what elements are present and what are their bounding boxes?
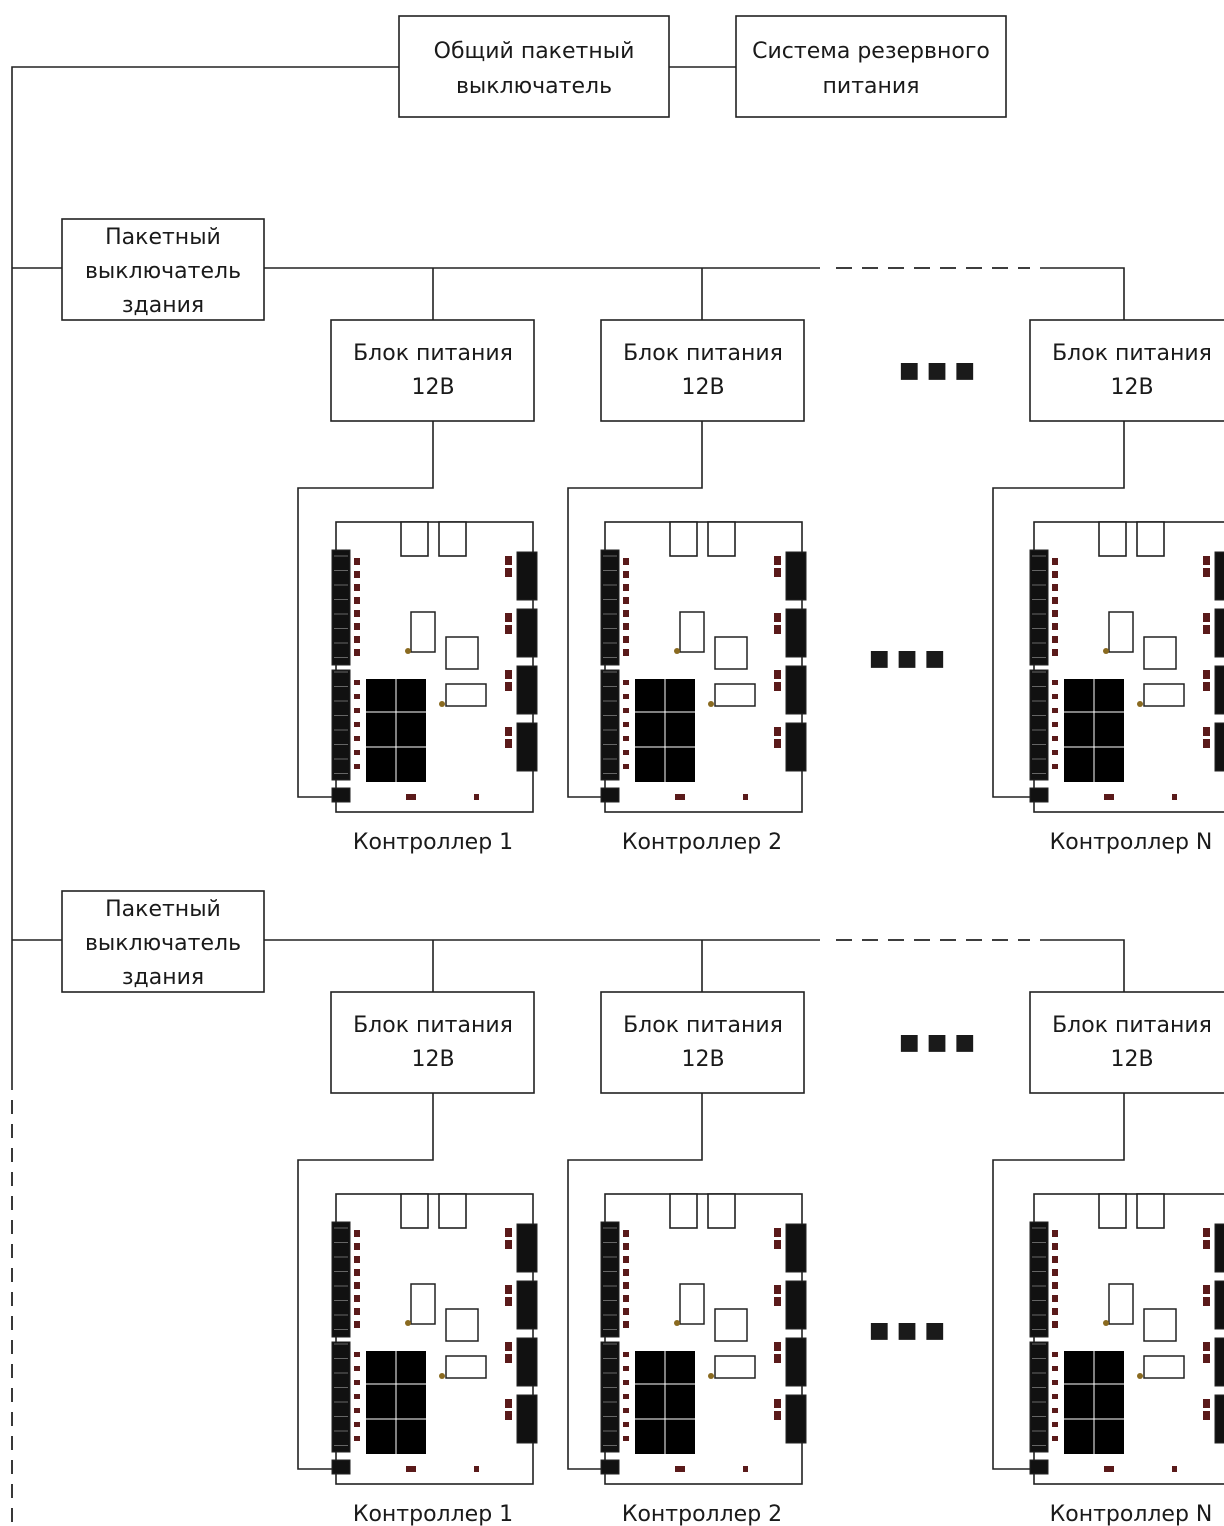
power-supply-label-line1: Блок питания	[353, 1013, 513, 1038]
psu-to-controller-wire	[567, 421, 703, 798]
controller-board-icon	[600, 521, 807, 813]
controller-label: Контроллер N	[1050, 1502, 1213, 1526]
power-supply-box: Блок питания 12В	[1029, 319, 1224, 422]
power-supply-box: Блок питания 12В	[600, 319, 805, 422]
building-bus-end	[1040, 939, 1125, 992]
controller-column-1: Блок питания 12В Контроллер 1	[297, 268, 538, 855]
main-switch-box: Общий пакетный выключатель	[398, 15, 670, 118]
building-switch-label-line2: выключатель	[85, 259, 241, 284]
building-switch-label-line1: Пакетный	[105, 897, 221, 922]
building-switch-box: Пакетный выключатель здания	[61, 218, 265, 321]
psu-to-controller-wire	[992, 1093, 1125, 1470]
backup-power-label-line2: питания	[823, 74, 920, 99]
building-switch-box: Пакетный выключатель здания	[61, 890, 265, 993]
building-row-2: Пакетный выключатель здания Блок питания 12В…	[12, 890, 1224, 1526]
psu-to-controller-wire	[297, 421, 434, 798]
building-bus-end	[1040, 267, 1125, 320]
power-supply-label-line2: 12В	[1110, 1047, 1153, 1072]
building-switch-label-line3: здания	[122, 965, 204, 990]
controller-board-icon	[600, 1193, 807, 1485]
main-switch-label-line2: выключатель	[456, 74, 612, 99]
building-switch-label-line2: выключатель	[85, 931, 241, 956]
controller-ellipsis: ■ ■ ■	[869, 1318, 945, 1343]
main-switch-label-line1: Общий пакетный	[434, 39, 635, 64]
controller-label: Контроллер 2	[622, 1502, 782, 1526]
backup-power-box: Система резервного питания	[735, 15, 1007, 118]
power-supply-box: Блок питания 12В	[330, 319, 535, 422]
controller-board-icon	[331, 1193, 538, 1485]
building-switch-label-line3: здания	[122, 293, 204, 318]
controller-ellipsis: ■ ■ ■	[869, 646, 945, 671]
controller-column-3: Блок питания 12В Контроллер N	[992, 319, 1224, 855]
controller-board-icon	[1029, 1193, 1224, 1485]
controller-label: Контроллер 2	[622, 830, 782, 855]
power-supply-box: Блок питания 12В	[330, 991, 535, 1094]
power-supply-label-line2: 12В	[411, 375, 454, 400]
building-row-1: Пакетный выключатель здания Блок питания 12В…	[12, 218, 1224, 855]
controller-column-2: Блок питания 12В Контроллер 2	[567, 268, 807, 855]
controller-column-2: Блок питания 12В Контроллер 2	[567, 940, 807, 1526]
controller-label: Контроллер 1	[353, 830, 513, 855]
controller-label: Контроллер N	[1050, 830, 1213, 855]
backup-power-label-line1: Система резервного	[752, 39, 990, 64]
controller-board-icon	[331, 521, 538, 813]
power-supply-box: Блок питания 12В	[1029, 991, 1224, 1094]
power-supply-label-line2: 12В	[681, 375, 724, 400]
psu-to-controller-wire	[992, 421, 1125, 798]
controller-board-icon	[1029, 521, 1224, 813]
main-bus-wire	[11, 66, 399, 1090]
psu-ellipsis: ■ ■ ■	[899, 1030, 975, 1055]
power-supply-label-line2: 12В	[411, 1047, 454, 1072]
power-supply-box: Блок питания 12В	[600, 991, 805, 1094]
power-supply-label-line1: Блок питания	[623, 1013, 783, 1038]
controller-column-3: Блок питания 12В Контроллер N	[992, 991, 1224, 1526]
power-supply-label-line2: 12В	[1110, 375, 1153, 400]
power-supply-label-line1: Блок питания	[623, 341, 783, 366]
controller-column-1: Блок питания 12В Контроллер 1	[297, 940, 538, 1526]
power-supply-label-line2: 12В	[681, 1047, 724, 1072]
controller-label: Контроллер 1	[353, 1502, 513, 1526]
psu-to-controller-wire	[297, 1093, 434, 1470]
building-switch-label-line1: Пакетный	[105, 225, 221, 250]
power-supply-label-line1: Блок питания	[1052, 341, 1212, 366]
psu-ellipsis: ■ ■ ■	[899, 358, 975, 383]
psu-to-controller-wire	[567, 1093, 703, 1470]
power-supply-label-line1: Блок питания	[1052, 1013, 1212, 1038]
power-supply-label-line1: Блок питания	[353, 341, 513, 366]
